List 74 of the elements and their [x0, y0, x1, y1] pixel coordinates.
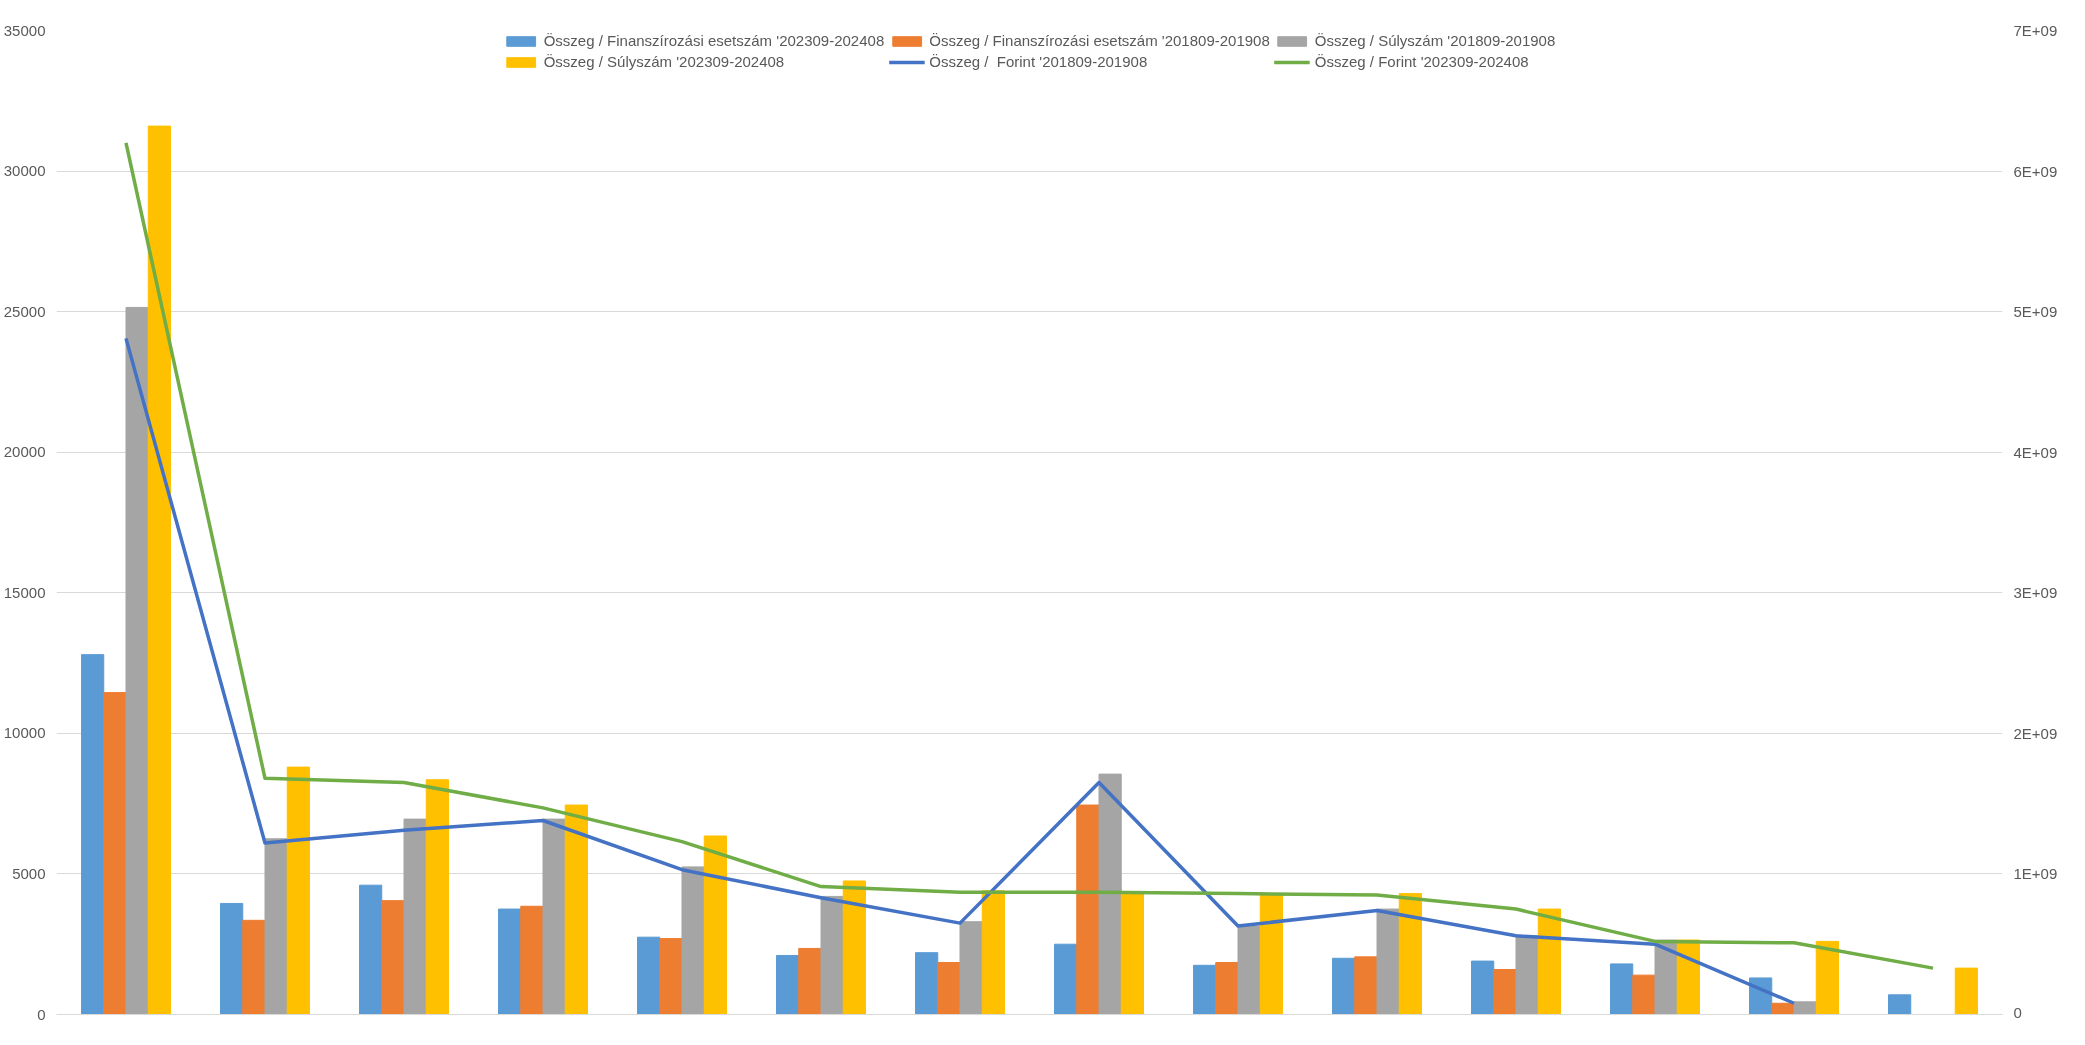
bar [1237, 925, 1261, 1015]
y2-tick-label: 2E+09 [2013, 724, 2058, 742]
bar [1493, 969, 1517, 1015]
bar [1815, 940, 1839, 1015]
bar [103, 692, 127, 1015]
bar [1398, 893, 1422, 1015]
bar [1888, 994, 1912, 1015]
bar [681, 866, 705, 1015]
legend-label: Összeg / Súlyszám '201809-201908 [1314, 32, 1556, 49]
y2-tick-label: 6E+09 [2013, 162, 2058, 180]
bar [1076, 804, 1100, 1015]
bar [1793, 1001, 1817, 1015]
y2-tick-label: 3E+09 [2013, 584, 2058, 602]
bar [842, 880, 866, 1015]
line-series [124, 141, 1935, 970]
bar [520, 905, 544, 1015]
bar [1332, 957, 1356, 1015]
bar [425, 779, 449, 1015]
legend-label: Összeg / Forint '201809-201908 [929, 53, 1148, 70]
bar [242, 919, 266, 1015]
y-tick-label: 15000 [3, 583, 46, 601]
bar [564, 804, 588, 1015]
bar [1098, 773, 1122, 1015]
y2-tick-label: 4E+09 [2013, 443, 2058, 461]
bar [1632, 974, 1656, 1015]
bar [915, 952, 939, 1015]
bar [81, 654, 105, 1015]
bar [1120, 891, 1144, 1015]
bar [798, 947, 822, 1015]
bar [1354, 956, 1378, 1015]
y-tick-label: 35000 [3, 21, 46, 39]
y-tick-label: 5000 [12, 864, 46, 882]
bar [1471, 960, 1495, 1015]
bar [1610, 963, 1634, 1015]
bar [776, 954, 800, 1015]
bar [1259, 893, 1283, 1015]
bar [959, 921, 983, 1015]
bar [1654, 939, 1678, 1015]
bar [498, 908, 522, 1015]
y2-tick-label: 5E+09 [2013, 303, 2058, 321]
bar [286, 766, 310, 1015]
legend-label: Összeg / Finanszírozási esetszám '201809-201908 [929, 32, 1270, 49]
bar [1954, 967, 1978, 1015]
y2-tick-label: 0 [2013, 1003, 2022, 1021]
bar [1215, 961, 1239, 1015]
line-series [124, 336, 1796, 1005]
bar [1054, 943, 1078, 1015]
bar [403, 818, 427, 1015]
y-tick-label: 10000 [3, 724, 46, 742]
legend-label: Összeg / Finanszírozási esetszám '202309-202408 [543, 32, 885, 49]
bar [637, 936, 661, 1015]
bar [542, 818, 566, 1015]
bar [1537, 908, 1561, 1015]
y-tick-label: 0 [37, 1005, 46, 1023]
bar [147, 125, 171, 1015]
bar [1376, 908, 1400, 1015]
bar [125, 306, 149, 1015]
legend-label: Összeg / Súlyszám '202309-202408 [543, 53, 785, 70]
bar [381, 900, 405, 1015]
bar [659, 938, 683, 1015]
y-tick-label: 30000 [3, 162, 46, 180]
bar [1515, 935, 1539, 1015]
bar [220, 902, 244, 1015]
y2-tick-label: 7E+09 [2013, 22, 2058, 39]
bar [264, 838, 288, 1015]
legend-label: Összeg / Forint '202309-202408 [1314, 53, 1529, 70]
bar [1193, 964, 1217, 1015]
bar [937, 961, 961, 1015]
y-tick-label: 25000 [3, 302, 46, 320]
bar [703, 835, 727, 1015]
y2-tick-label: 1E+09 [2013, 865, 2058, 883]
bar [359, 884, 383, 1015]
y-tick-label: 20000 [3, 443, 46, 461]
bar [820, 895, 844, 1015]
